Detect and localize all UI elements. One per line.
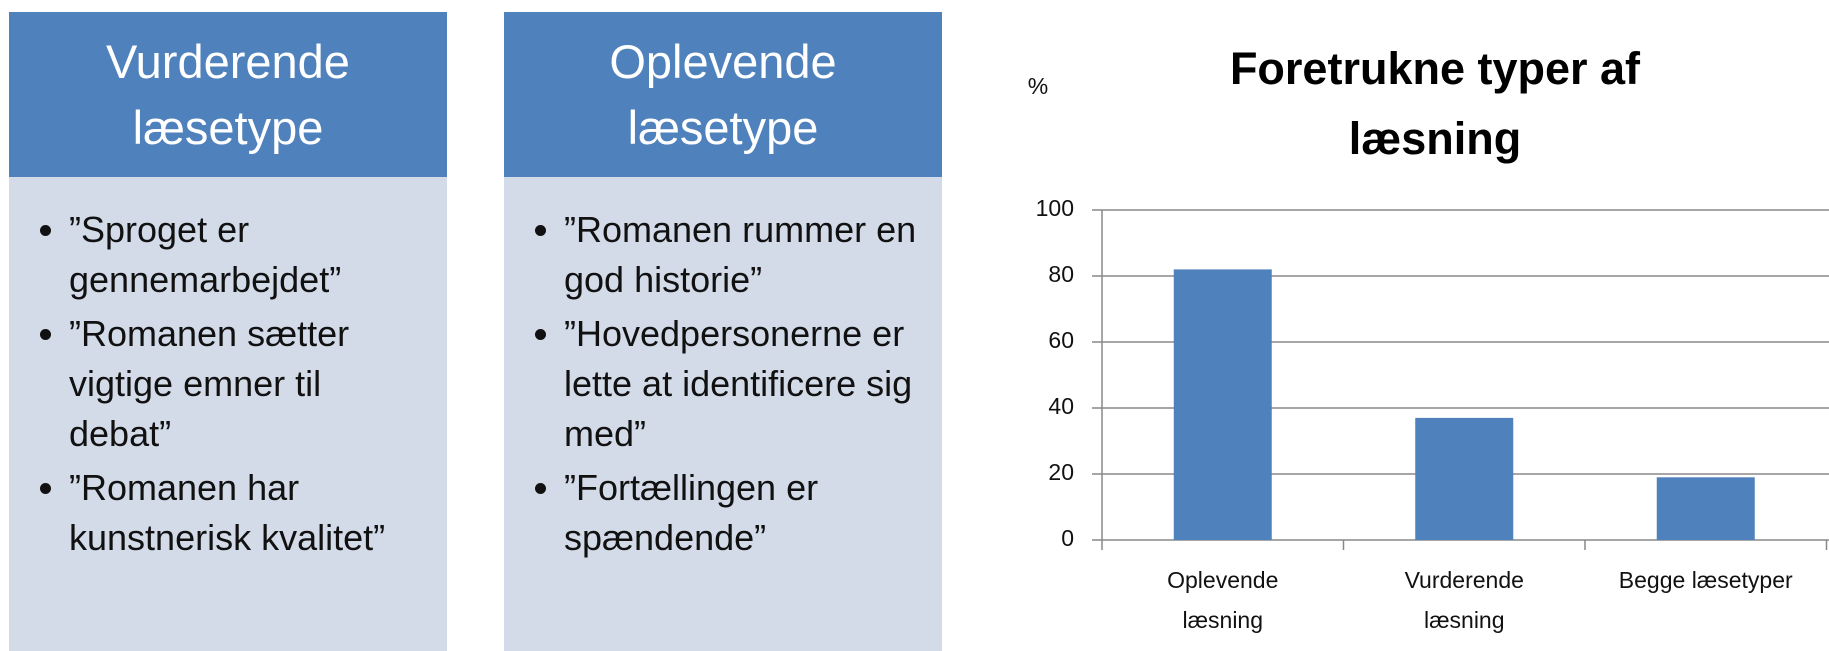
y-axis-label: % bbox=[1028, 73, 1048, 99]
x-tick-label-line: læsning bbox=[1424, 607, 1505, 633]
panel: Vurderende læsetype”Sproget er gennemarb… bbox=[9, 12, 447, 651]
y-tick-label: 0 bbox=[1061, 525, 1074, 551]
y-tick-label: 60 bbox=[1048, 327, 1074, 353]
bullet-item: ”Romanen sætter vigtige emner til debat” bbox=[69, 309, 427, 459]
y-tick-label: 80 bbox=[1048, 261, 1074, 287]
bullet-item: ”Romanen har kunstnerisk kvalitet” bbox=[69, 463, 427, 563]
bullet-item: ”Fortællingen er spændende” bbox=[564, 463, 922, 563]
bar bbox=[1656, 477, 1755, 540]
x-tick-label-line: Vurderende bbox=[1405, 567, 1524, 593]
panel-title: Vurderende læsetype bbox=[9, 12, 447, 177]
bar bbox=[1415, 417, 1514, 540]
x-tick-label-line: Begge læsetyper bbox=[1619, 567, 1793, 593]
chart-title: Foretrukne typer af læsning bbox=[1229, 43, 1641, 164]
x-tick-label-line: læsning bbox=[1182, 607, 1263, 633]
y-tick-label: 100 bbox=[1036, 195, 1074, 221]
bullet-item: ”Hovedpersonerne er lette at identificer… bbox=[564, 309, 922, 459]
bullet-list: ”Romanen rummer en god historie””Hovedpe… bbox=[504, 177, 942, 563]
panel: Oplevende læsetype”Romanen rummer en god… bbox=[504, 12, 942, 651]
bullet-item: ”Sproget er gennemarbejdet” bbox=[69, 205, 427, 305]
y-tick-label: 20 bbox=[1048, 459, 1074, 485]
x-tick-label: Vurderende læsning bbox=[1405, 567, 1524, 633]
x-tick-label: Begge læsetyper bbox=[1619, 567, 1793, 593]
bullet-list: ”Sproget er gennemarbejdet””Romanen sætt… bbox=[9, 177, 447, 563]
x-tick-label: Oplevende læsning bbox=[1167, 567, 1278, 633]
bullet-item: ”Romanen rummer en god historie” bbox=[564, 205, 922, 305]
x-tick-label-line: Oplevende bbox=[1167, 567, 1278, 593]
y-tick-label: 40 bbox=[1048, 393, 1074, 419]
bar bbox=[1173, 269, 1272, 540]
panel-title: Oplevende læsetype bbox=[504, 12, 942, 177]
